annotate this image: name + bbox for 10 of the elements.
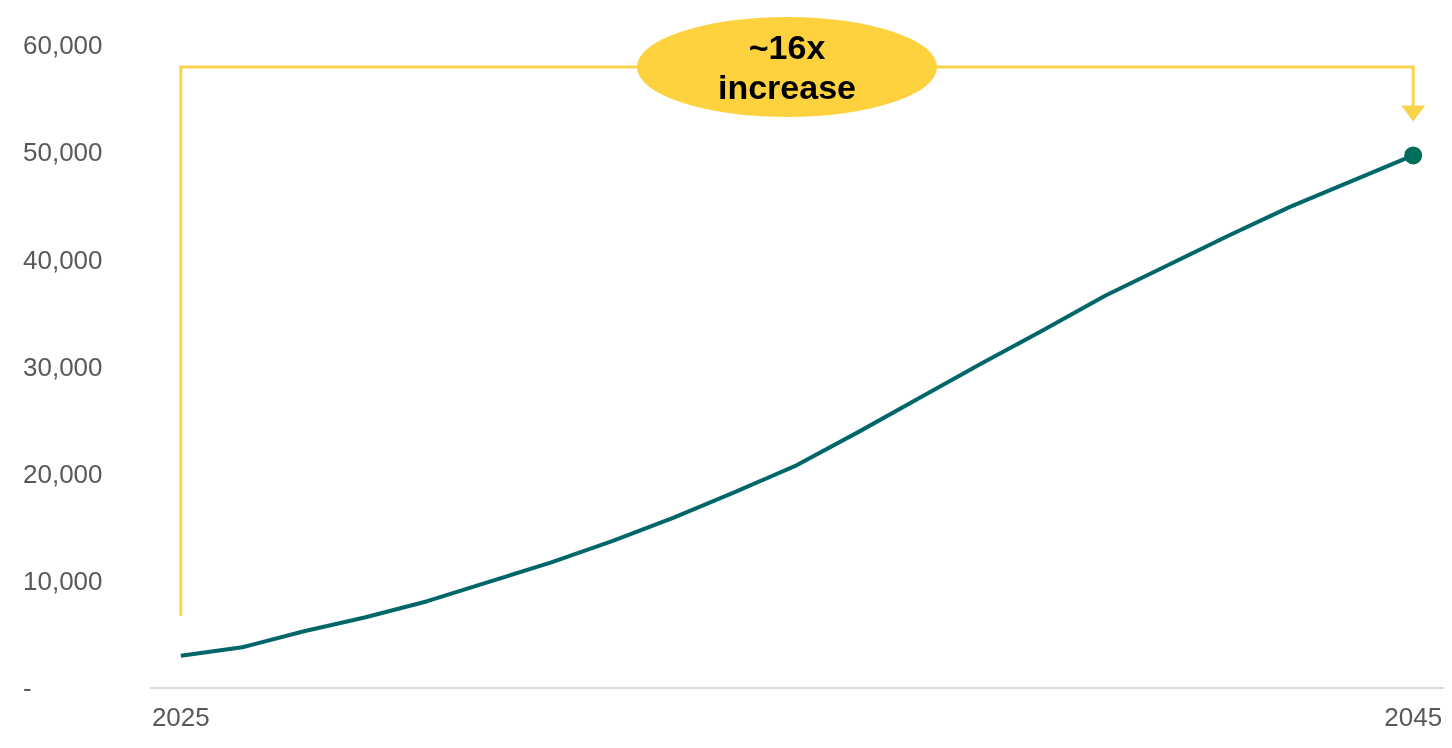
y-tick-label: 10,000 — [23, 566, 103, 597]
y-tick-label: 40,000 — [23, 244, 103, 275]
y-tick-label: 20,000 — [23, 458, 103, 489]
x-tick-label: 2045 — [1384, 702, 1443, 733]
x-tick-label: 2025 — [151, 702, 210, 733]
y-tick-label: 50,000 — [23, 137, 103, 168]
y-tick-label: 60,000 — [23, 30, 103, 61]
y-tick-label: - — [23, 673, 32, 704]
y-tick-label: 30,000 — [23, 351, 103, 382]
annotation: ~16x increase — [718, 28, 856, 106]
